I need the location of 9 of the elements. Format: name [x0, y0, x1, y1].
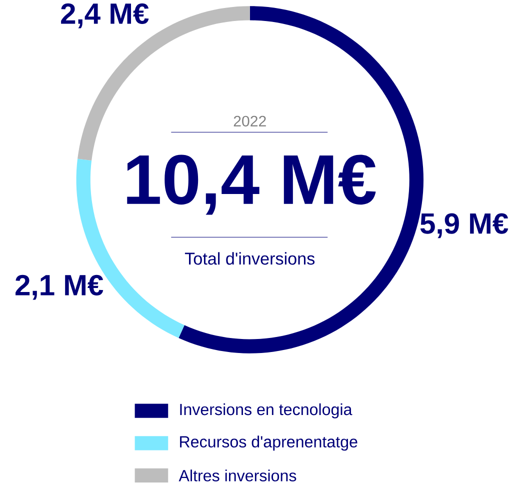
legend-label: Altres inversions: [178, 470, 296, 482]
legend-label: Recursos d'aprenentatge: [180, 436, 358, 451]
data-label: 2,4 M€: [61, 3, 149, 28]
data-label: 5,9 M€: [420, 213, 508, 238]
text: 10,4 M€: [127, 154, 376, 215]
legend-label: Inversions en tecnologia: [180, 404, 352, 418]
text: 2022: [234, 116, 266, 127]
data-label: 2,1 M€: [16, 275, 104, 300]
text: Total d'inversions: [184, 252, 315, 265]
